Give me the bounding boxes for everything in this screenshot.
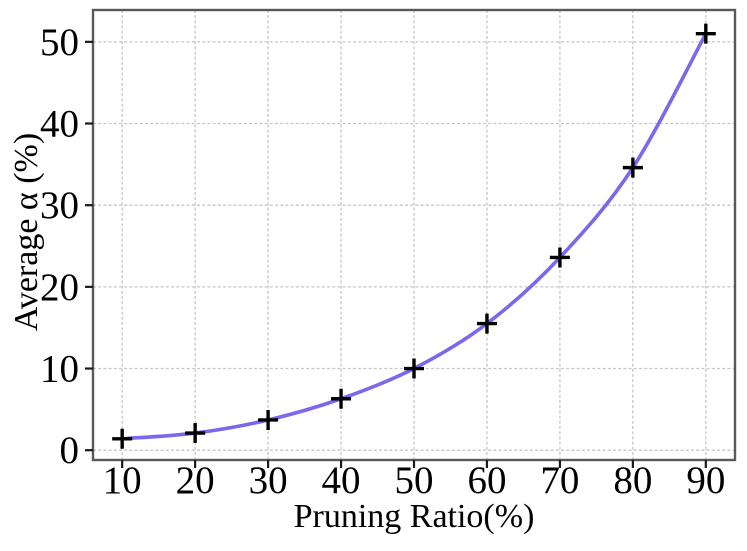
x-tick-label: 60 xyxy=(467,459,506,502)
x-tick-label: 30 xyxy=(249,459,288,502)
x-tick-label: 80 xyxy=(613,459,652,502)
data-point-marker xyxy=(476,313,497,334)
x-tick-label: 70 xyxy=(540,459,579,502)
data-point-marker xyxy=(185,423,206,444)
data-point-marker xyxy=(622,157,643,178)
x-tick-label: 10 xyxy=(103,459,142,502)
y-tick-label: 50 xyxy=(40,21,79,64)
y-tick-label: 0 xyxy=(60,429,80,472)
x-tick-label: 90 xyxy=(686,459,725,502)
data-point-marker xyxy=(695,23,716,44)
x-tick-label: 40 xyxy=(322,459,361,502)
data-point-marker xyxy=(331,388,352,409)
y-axis-title: Average α (%) xyxy=(8,132,45,332)
y-tick-label: 20 xyxy=(40,266,79,309)
y-tick-label: 10 xyxy=(40,348,79,391)
y-tick-label: 30 xyxy=(40,184,79,227)
data-point-marker xyxy=(258,409,279,430)
data-point-marker xyxy=(112,428,133,449)
y-tick-label: 40 xyxy=(40,103,79,146)
x-tick-label: 50 xyxy=(395,459,434,502)
x-tick-label: 20 xyxy=(176,459,215,502)
x-axis-title: Pruning Ratio(%) xyxy=(293,498,535,535)
data-point-marker xyxy=(404,358,424,379)
data-point-marker xyxy=(549,247,570,268)
